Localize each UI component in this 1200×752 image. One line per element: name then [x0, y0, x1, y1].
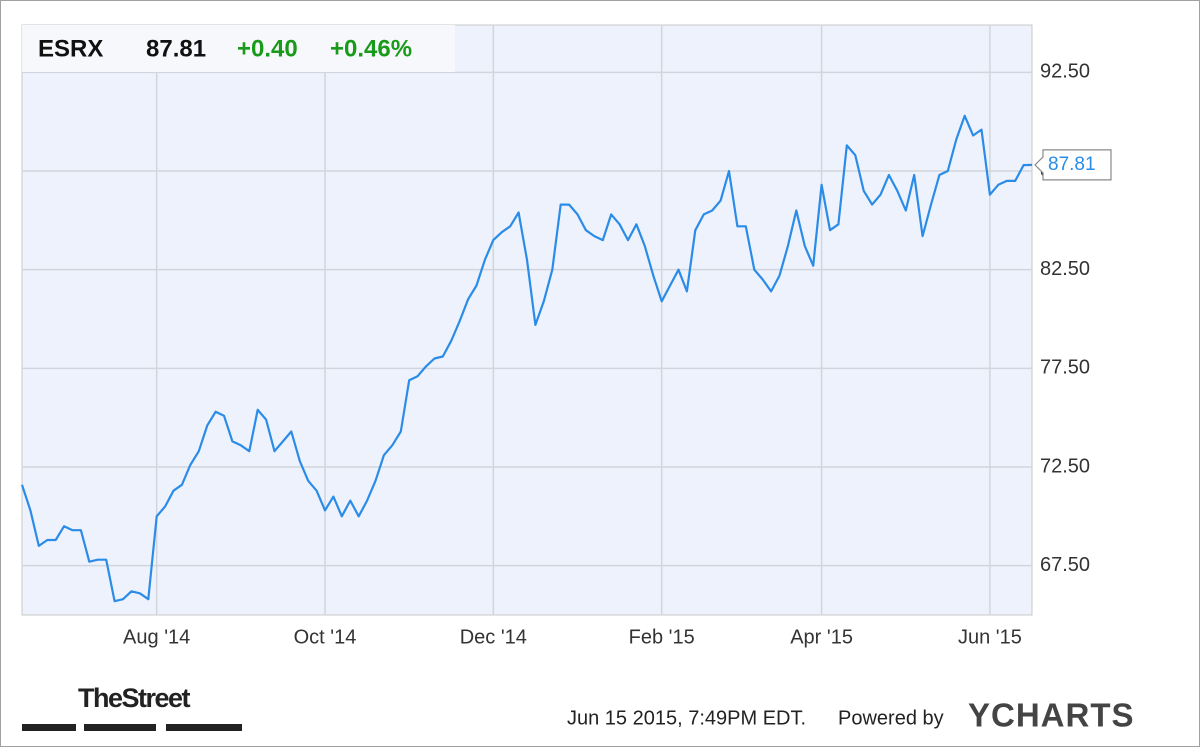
y-tick-label: 72.50: [1040, 455, 1090, 477]
powered-by: Powered by: [838, 707, 944, 729]
y-tick-label: 92.50: [1040, 61, 1090, 83]
logo-bar: [166, 724, 242, 731]
x-tick-label: Jun '15: [958, 626, 1022, 648]
brand-logo: YCHARTS: [968, 697, 1135, 734]
x-tick-label: Oct '14: [294, 626, 357, 648]
y-tick-label: 77.50: [1040, 357, 1090, 379]
x-tick-label: Dec '14: [460, 626, 527, 648]
logo-bar: [22, 724, 76, 731]
last-value-label: 87.81: [1048, 154, 1096, 175]
change: +0.40: [237, 35, 298, 62]
x-tick-label: Aug '14: [123, 626, 190, 648]
symbol: ESRX: [38, 35, 103, 62]
y-tick-label: 67.50: [1040, 554, 1090, 576]
last-value-box: [1034, 149, 1112, 181]
timestamp: Jun 15 2015, 7:49PM EDT.: [567, 707, 806, 729]
change-percent: +0.46%: [330, 35, 412, 62]
last-price: 87.81: [146, 35, 206, 62]
x-tick-label: Apr '15: [790, 626, 853, 648]
logo-bar: [84, 724, 156, 731]
plot-area: [21, 24, 1033, 616]
header-box: [22, 25, 455, 72]
x-tick-label: Feb '15: [629, 626, 695, 648]
price-line: [20, 114, 1033, 603]
publisher-logo: TheStreet: [78, 683, 191, 713]
y-tick-label: 82.50: [1040, 258, 1090, 280]
